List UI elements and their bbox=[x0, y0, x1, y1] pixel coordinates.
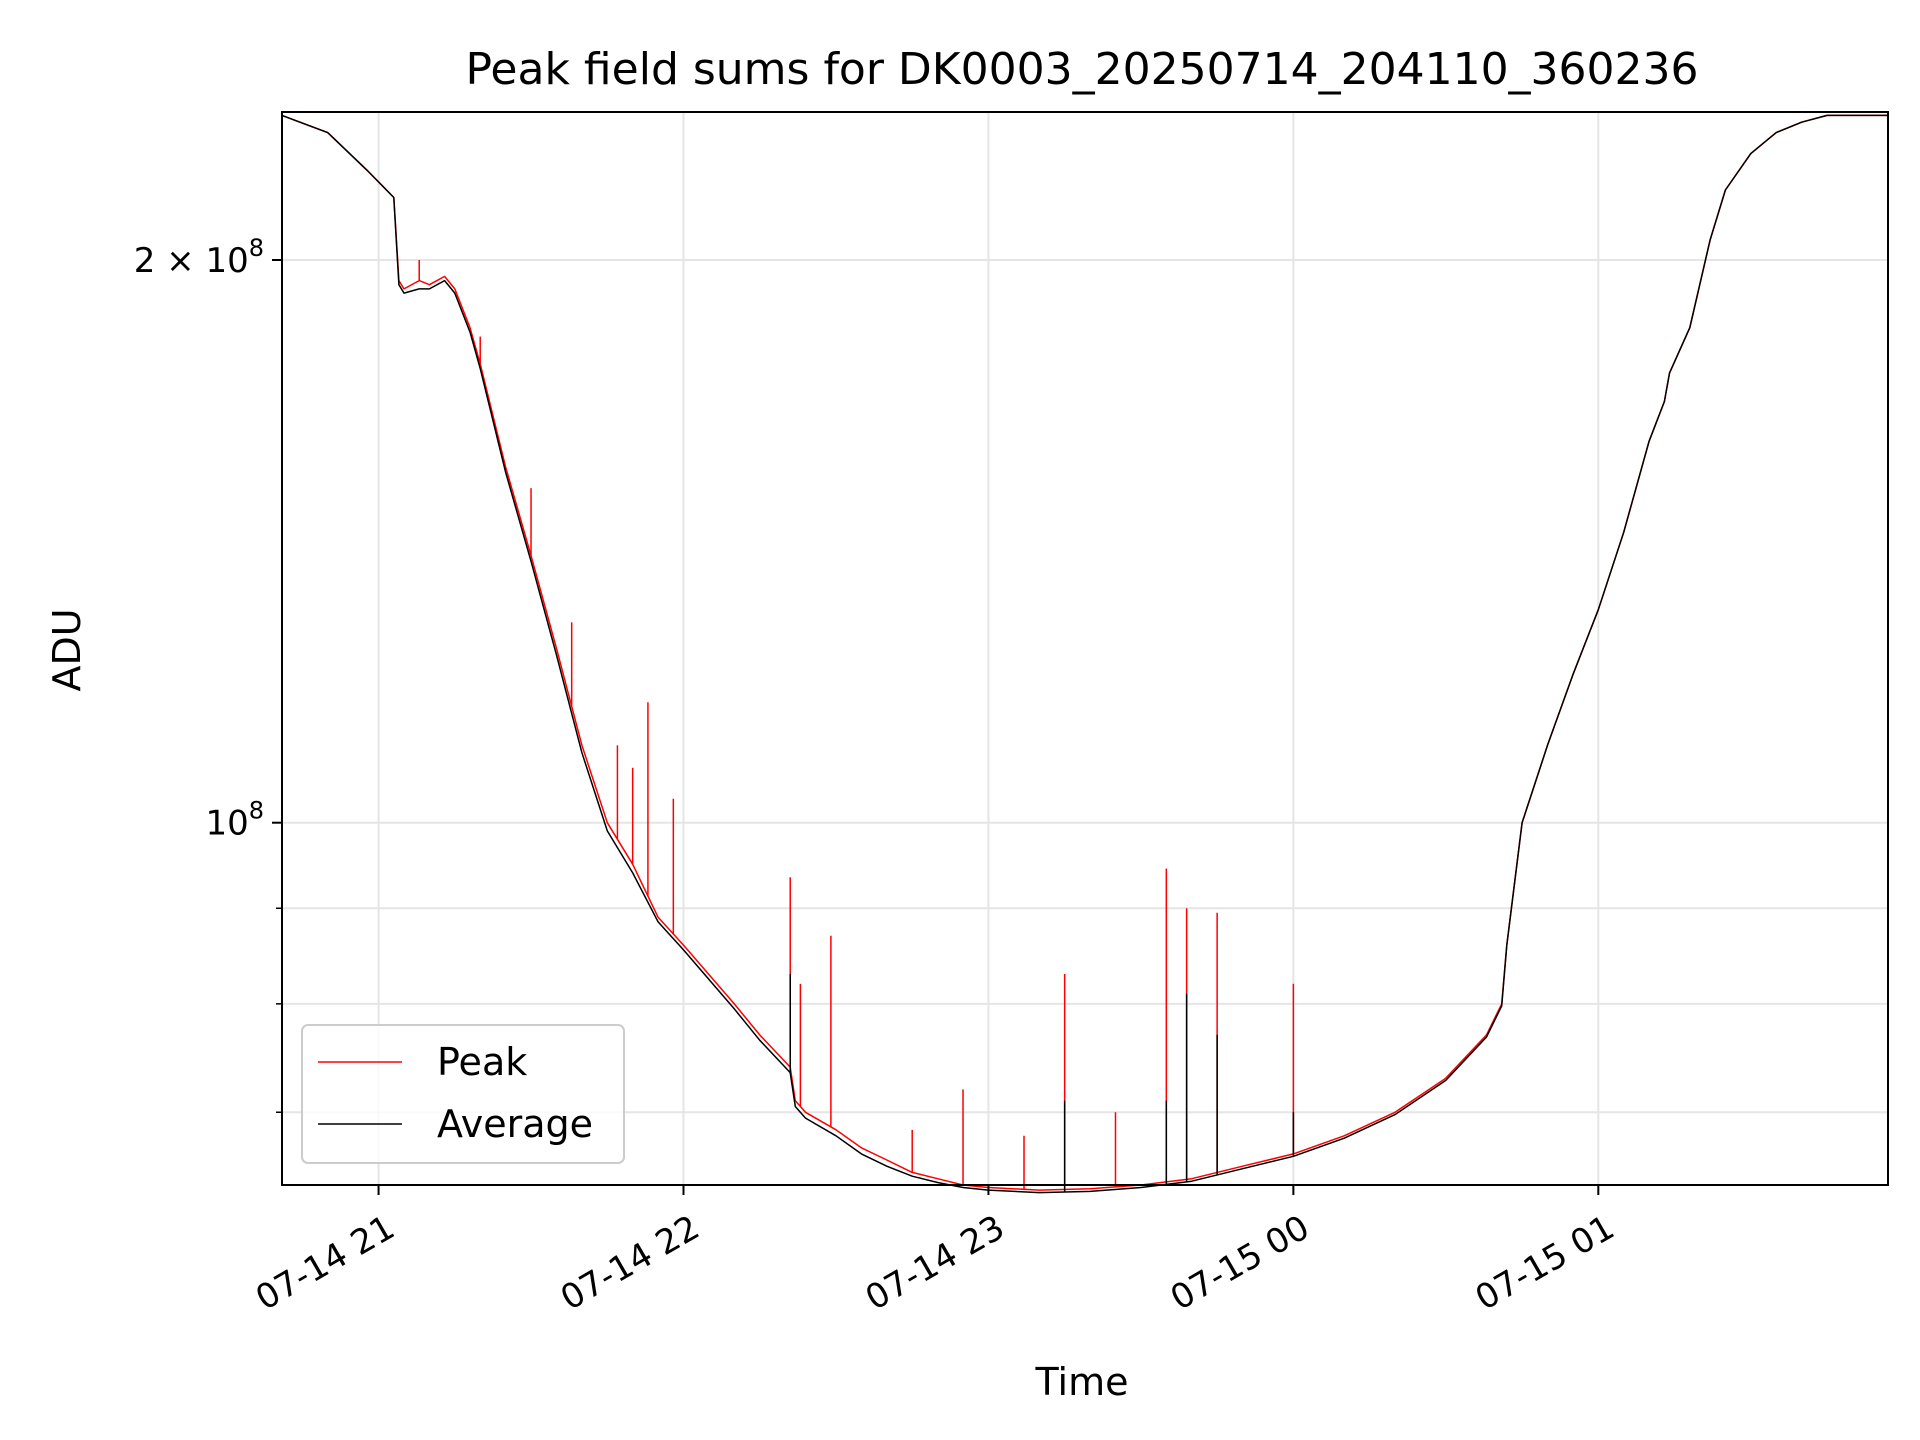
plot-frame bbox=[281, 111, 1889, 1186]
y-axis: 108 2 × 108 bbox=[134, 234, 282, 1114]
y-axis-label: ADU bbox=[45, 608, 89, 691]
y-tick-label: 108 bbox=[205, 797, 264, 844]
series-layer bbox=[281, 114, 1888, 1194]
y-tick-label: 2 × 108 bbox=[134, 234, 264, 281]
legend-box bbox=[301, 1024, 625, 1164]
chart-title: Peak field sums for DK0003_20250714_2041… bbox=[465, 44, 1698, 95]
x-axis-label: Time bbox=[1035, 1360, 1129, 1404]
grid bbox=[282, 112, 1888, 1185]
legend: Peak Average bbox=[301, 1024, 625, 1164]
legend-label-average: Average bbox=[437, 1102, 593, 1146]
series-line-average bbox=[281, 114, 1888, 1194]
legend-label-peak: Peak bbox=[437, 1040, 527, 1084]
